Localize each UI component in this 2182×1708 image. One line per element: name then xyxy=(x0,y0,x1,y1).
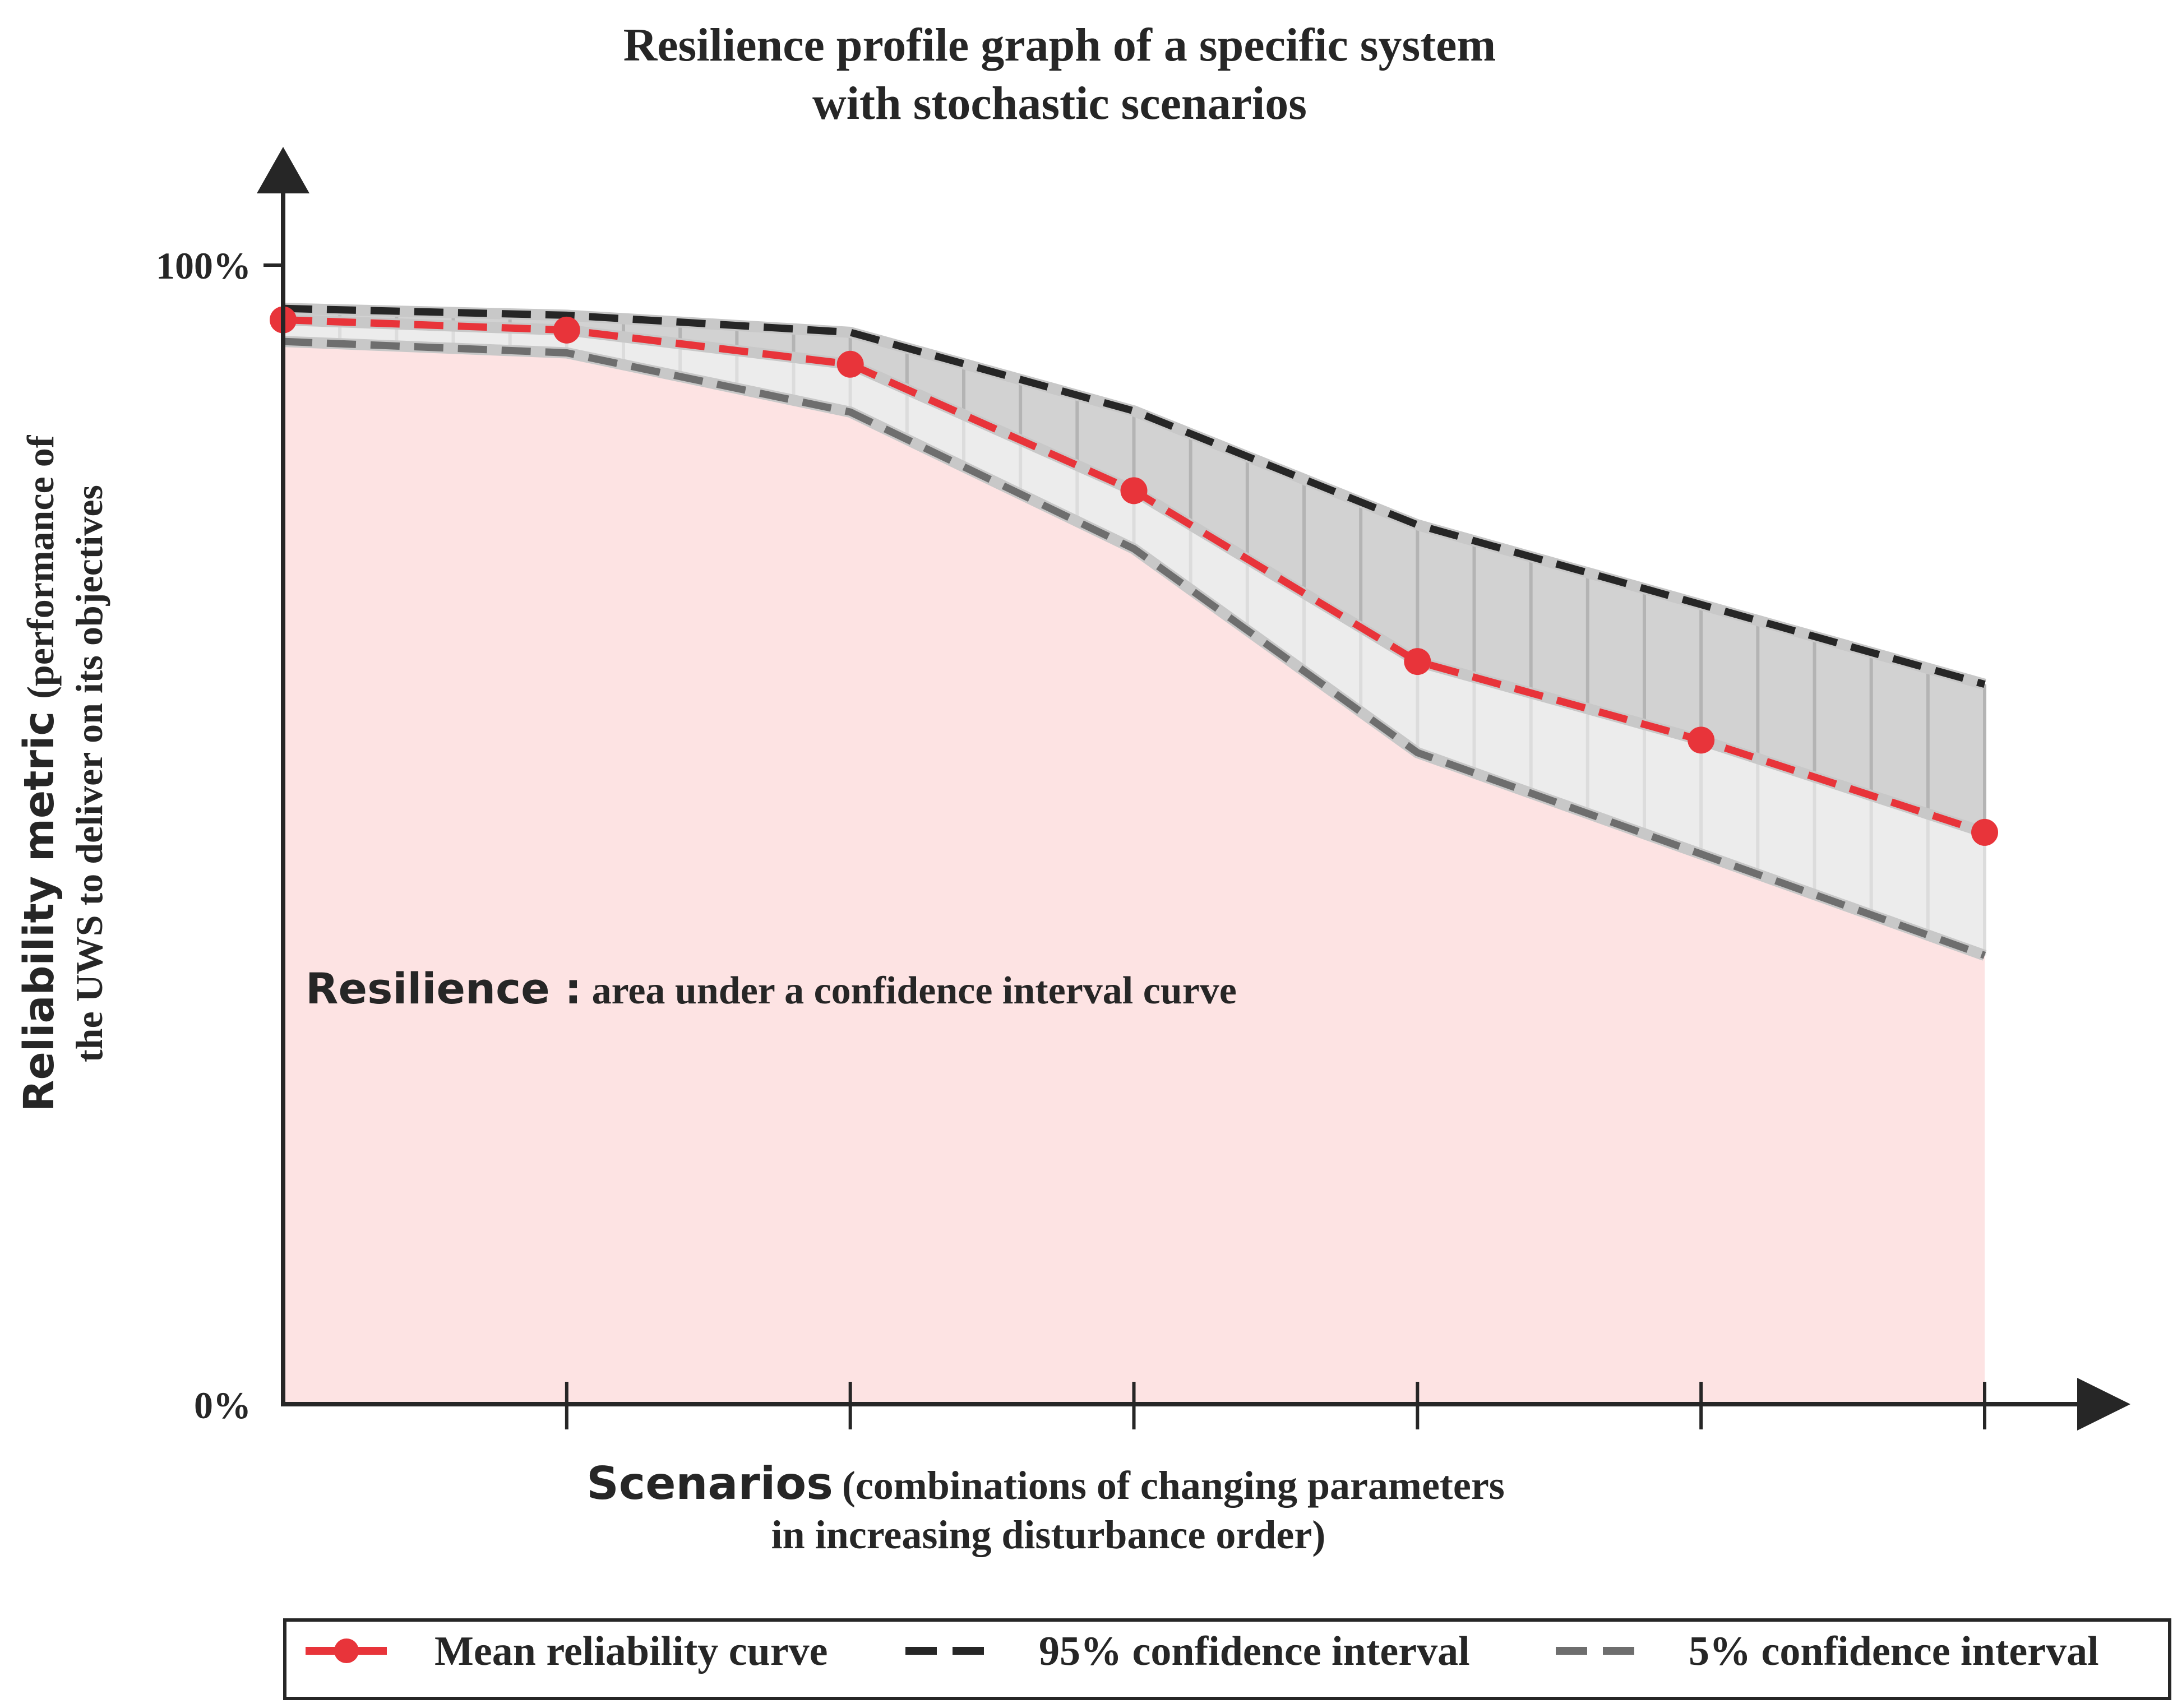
y-axis-arrowhead xyxy=(257,147,309,193)
legend-label-5: 5% confidence interval xyxy=(1689,1628,2099,1674)
y-axis-label-text: (performance of xyxy=(19,434,62,698)
chart-title-line-1: Resilience profile graph of a specific s… xyxy=(623,19,1496,71)
y-tick-label-100: 100% xyxy=(156,244,251,287)
y-tick-label-0: 0% xyxy=(194,1384,251,1427)
y-axis-label-bold: Reliability metric xyxy=(15,711,63,1112)
legend: Mean reliability curve 95% confidence in… xyxy=(283,1618,2171,1700)
x-axis-label-line-1: Scenarios (combinations of changing para… xyxy=(586,1457,1505,1510)
line-5-percent-ci xyxy=(283,337,1986,959)
mean-point-2 xyxy=(836,350,864,378)
x-axis-label-bold: Scenarios xyxy=(586,1457,833,1510)
chart-title-line-2: with stochastic scenarios xyxy=(812,77,1307,129)
legend-box xyxy=(283,1618,2171,1700)
lower-confidence-band xyxy=(283,320,1985,956)
annotation-bold: Resilience : xyxy=(306,964,582,1013)
x-axis-arrowhead xyxy=(2077,1378,2130,1431)
y-axis-label-line-2: the UWS to deliver on its objectives xyxy=(68,485,110,1062)
mean-point-5 xyxy=(1688,726,1715,754)
resilience-annotation: Resilience : area under a confidence int… xyxy=(306,964,1237,1013)
mean-point-4 xyxy=(1404,648,1431,675)
legend-label-mean: Mean reliability curve xyxy=(434,1628,828,1674)
y-axis-label-line-1: Reliability metric (performance of xyxy=(15,434,63,1112)
mean-point-3 xyxy=(1120,477,1148,504)
mean-point-1 xyxy=(553,316,580,344)
x-axis-label-line-2: in increasing disturbance order) xyxy=(771,1512,1326,1557)
mean-point-6 xyxy=(1971,818,1998,846)
legend-marker-mean xyxy=(334,1638,359,1663)
annotation-text: area under a confidence interval curve xyxy=(592,969,1237,1012)
x-tick-layer xyxy=(565,1382,1986,1429)
line-95-percent-ci xyxy=(283,304,1986,688)
legend-label-95: 95% confidence interval xyxy=(1039,1628,1470,1674)
x-axis-label-text: (combinations of changing parameters xyxy=(842,1463,1505,1508)
